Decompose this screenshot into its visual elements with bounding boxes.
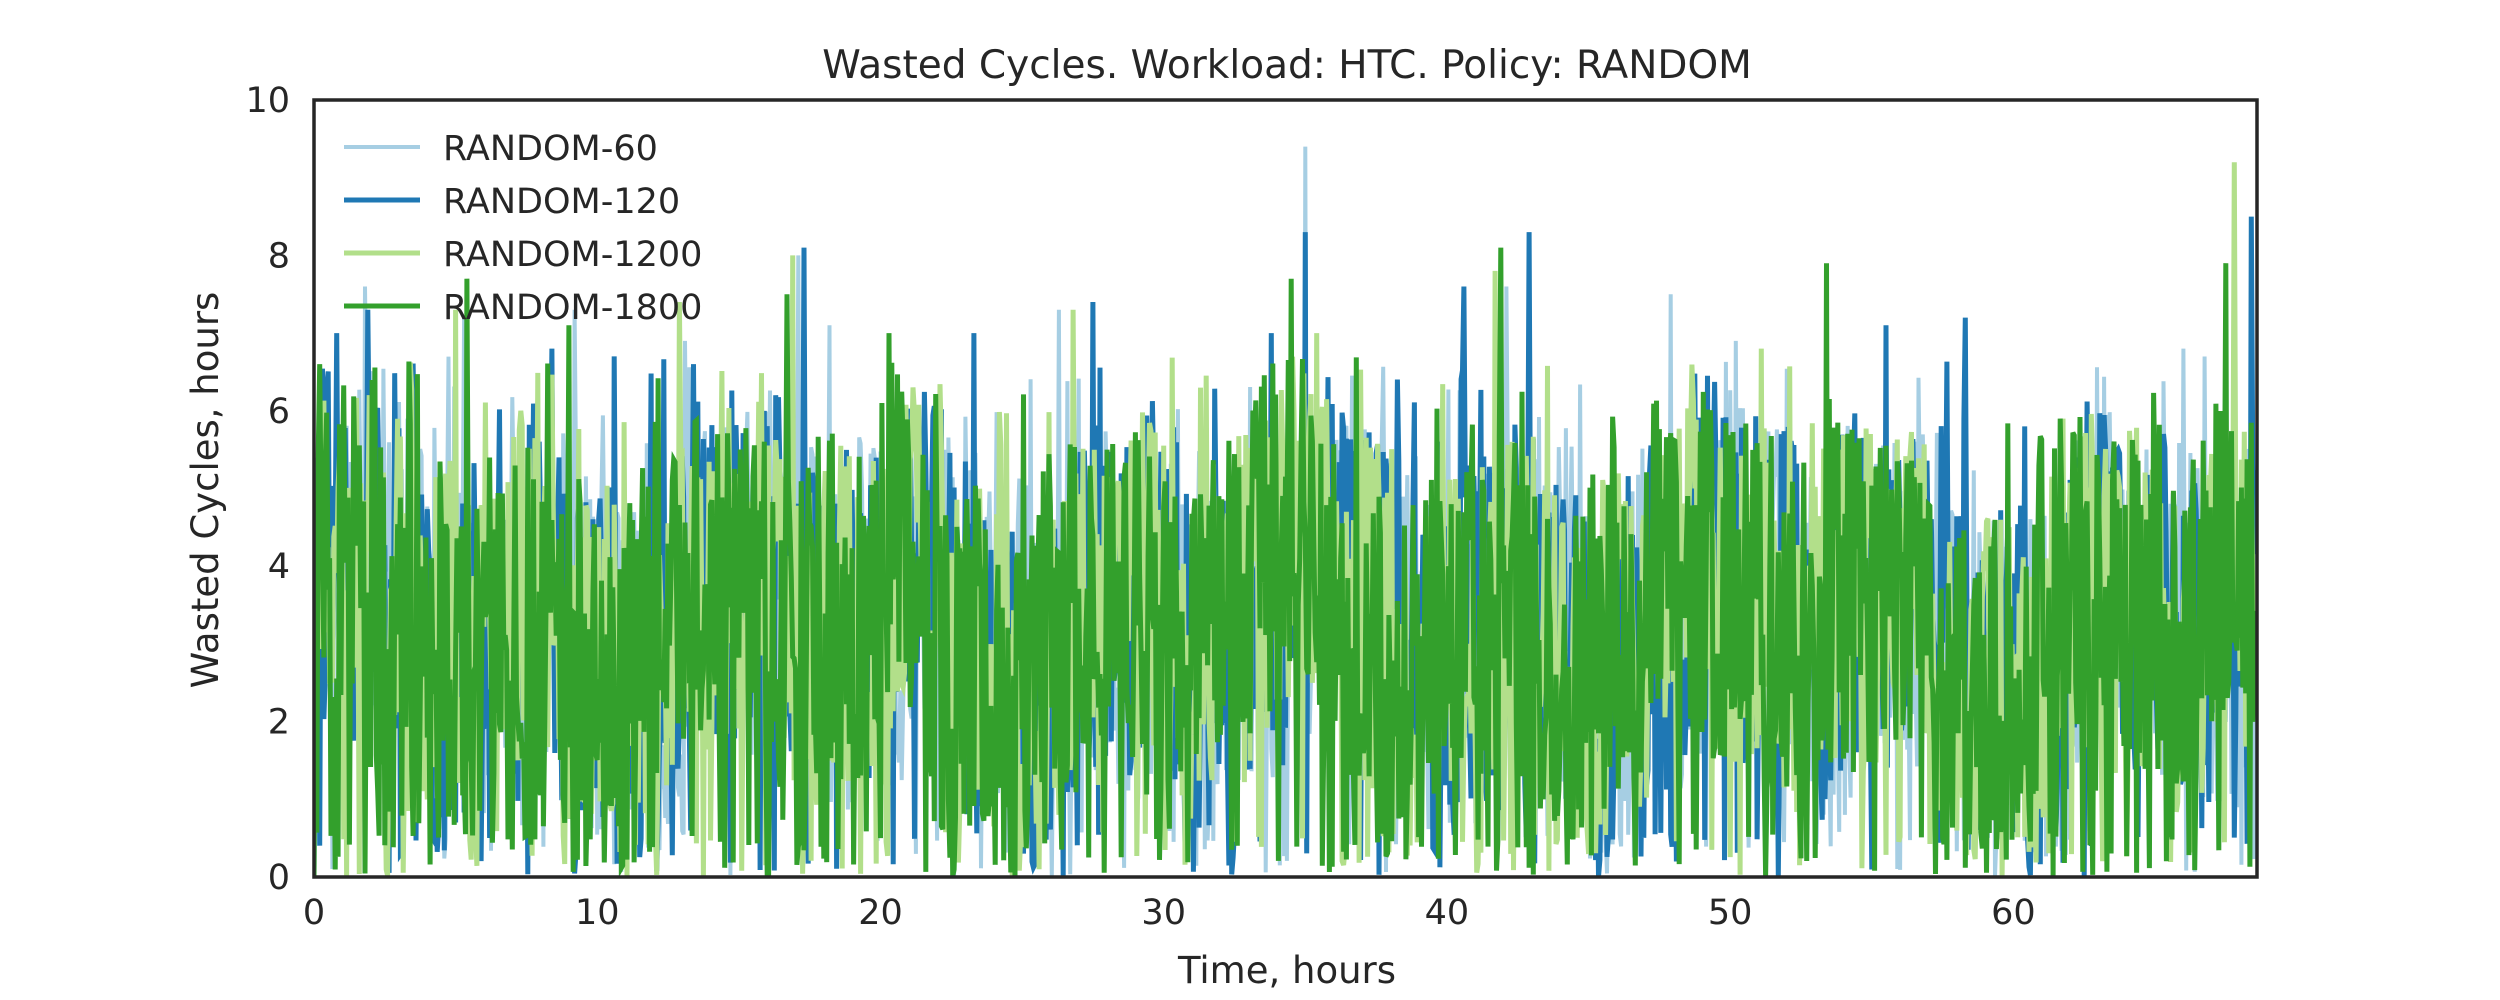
legend-item: RANDOM-1200 bbox=[344, 235, 702, 275]
x-tick-label: 50 bbox=[1708, 893, 1753, 933]
x-tick-label: 60 bbox=[1991, 893, 2036, 933]
plot-area bbox=[314, 146, 2257, 877]
x-tick-label: 30 bbox=[1141, 893, 1186, 933]
series-line-random-1800 bbox=[314, 247, 2257, 877]
x-tick-label: 10 bbox=[575, 893, 620, 933]
y-axis-label: Wasted Cycles, hours bbox=[184, 292, 227, 689]
legend-item: RANDOM-60 bbox=[344, 129, 658, 169]
y-tick-label: 8 bbox=[268, 236, 290, 276]
chart-title: Wasted Cycles. Workload: HTC. Policy: RA… bbox=[822, 43, 1752, 88]
x-tick-label: 20 bbox=[858, 893, 903, 933]
y-tick-label: 2 bbox=[268, 703, 290, 743]
y-tick-label: 6 bbox=[268, 392, 290, 432]
legend-item: RANDOM-1800 bbox=[344, 288, 702, 328]
legend-label: RANDOM-60 bbox=[443, 129, 658, 169]
legend-label: RANDOM-1200 bbox=[443, 235, 702, 275]
x-tick-label: 0 bbox=[303, 893, 325, 933]
legend-item: RANDOM-120 bbox=[344, 182, 680, 222]
y-tick-label: 10 bbox=[245, 81, 290, 121]
legend: RANDOM-60 RANDOM-120 RANDOM-1200 RANDOM-180… bbox=[344, 129, 702, 328]
legend-label: RANDOM-120 bbox=[443, 182, 680, 222]
y-tick-label: 4 bbox=[268, 547, 290, 587]
axes: 0 10 20 30 40 50 60 0 2 4 6 8 10 bbox=[245, 81, 2259, 933]
plot-frame bbox=[312, 98, 2259, 879]
x-tick-label: 40 bbox=[1425, 893, 1470, 933]
y-tick-label: 0 bbox=[268, 858, 290, 898]
legend-label: RANDOM-1800 bbox=[443, 288, 702, 328]
x-axis-label: Time, hours bbox=[1177, 949, 1396, 992]
